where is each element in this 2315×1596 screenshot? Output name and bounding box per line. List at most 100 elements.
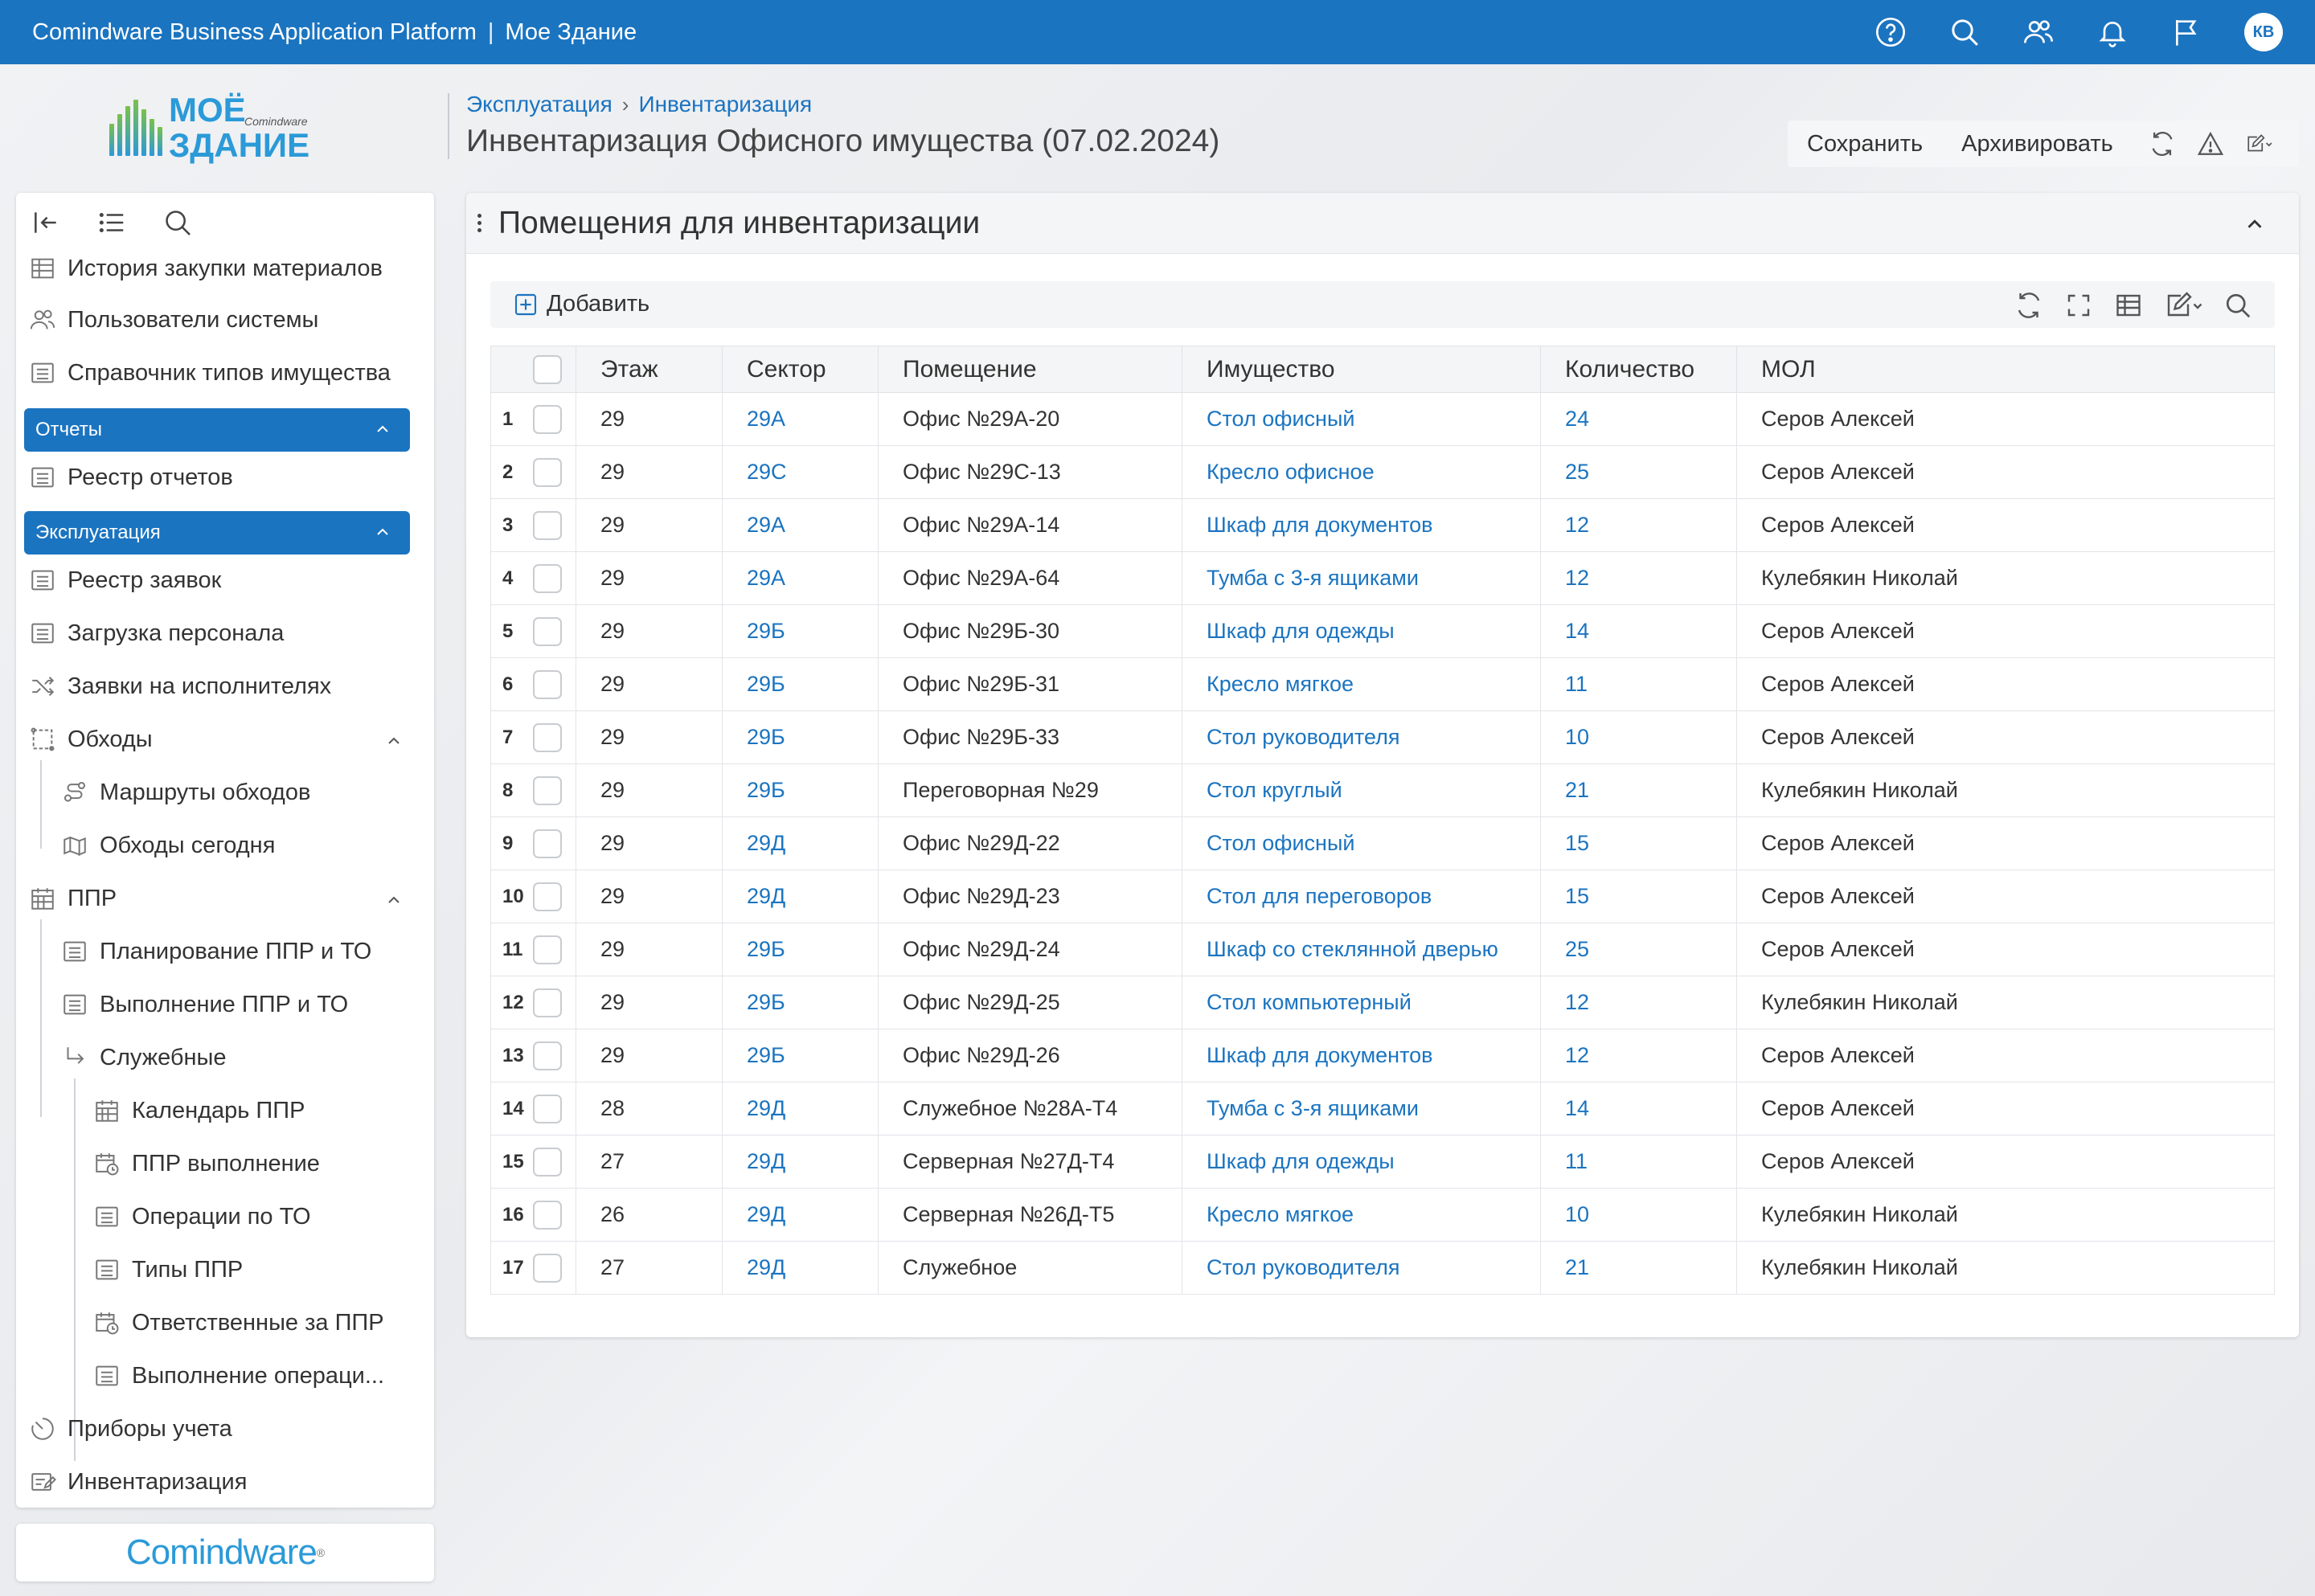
- row-checkbox[interactable]: [532, 1094, 562, 1123]
- cell-quantity[interactable]: 12: [1540, 498, 1737, 552]
- cell-sector[interactable]: 29Д: [722, 816, 879, 870]
- sidebar-item-inventory[interactable]: Инвентаризация: [29, 1463, 247, 1501]
- sidebar-item-operations-execution[interactable]: Выполнение операци...: [93, 1357, 384, 1395]
- row-checkbox[interactable]: [532, 1200, 562, 1230]
- cell-quantity[interactable]: 14: [1540, 1082, 1737, 1136]
- row-checkbox[interactable]: [532, 669, 562, 699]
- cell-quantity[interactable]: 15: [1540, 870, 1737, 923]
- cell-sector[interactable]: 29А: [722, 551, 879, 605]
- cell-sector[interactable]: 29Д: [722, 1241, 879, 1295]
- cell-asset[interactable]: Шкаф для документов: [1182, 1029, 1541, 1082]
- workspace-name[interactable]: Мое Здание: [505, 18, 637, 45]
- breadcrumb-item-inventory[interactable]: Инвентаризация: [638, 92, 813, 117]
- refresh-icon[interactable]: [2014, 291, 2043, 320]
- drag-handle-icon[interactable]: [477, 214, 482, 235]
- cell-sector[interactable]: 29А: [722, 498, 879, 552]
- row-checkbox[interactable]: [532, 1147, 562, 1177]
- row-checkbox[interactable]: [532, 935, 562, 964]
- table-row[interactable]: 9 29 29Д Офис №29Д-22 Стол офисный 15 Серов Ал…: [490, 816, 2275, 870]
- cell-quantity[interactable]: 21: [1540, 1241, 1737, 1295]
- column-header-floor[interactable]: Этаж: [576, 346, 723, 393]
- edit-dropdown-icon[interactable]: [2164, 291, 2202, 320]
- users-icon[interactable]: [2022, 16, 2055, 48]
- column-header-quantity[interactable]: Количество: [1540, 346, 1737, 393]
- cell-asset[interactable]: Тумба с 3-я ящиками: [1182, 1082, 1541, 1136]
- sidebar-item-to-operations[interactable]: Операции по ТО: [93, 1197, 311, 1236]
- warning-icon[interactable]: [2197, 130, 2224, 158]
- cell-sector[interactable]: 29Б: [722, 604, 879, 658]
- cell-quantity[interactable]: 25: [1540, 445, 1737, 499]
- cell-asset[interactable]: Кресло мягкое: [1182, 1188, 1541, 1242]
- table-row[interactable]: 17 27 29Д Служебное Стол руководителя 21 Кулеб…: [490, 1241, 2275, 1295]
- chevron-up-icon[interactable]: [373, 419, 392, 439]
- cell-asset[interactable]: Стол офисный: [1182, 392, 1541, 446]
- collapse-sidebar-icon[interactable]: [31, 207, 61, 238]
- sidebar-item-purchase-history[interactable]: История закупки материалов: [29, 249, 383, 288]
- cell-quantity[interactable]: 12: [1540, 551, 1737, 605]
- table-row[interactable]: 1 29 29А Офис №29А-20 Стол офисный 24 Серов Ал…: [490, 392, 2275, 446]
- cell-quantity[interactable]: 11: [1540, 657, 1737, 711]
- table-row[interactable]: 16 26 29Д Серверная №26Д-Т5 Кресло мягкое 10 К…: [490, 1188, 2275, 1242]
- cell-sector[interactable]: 29Д: [722, 1082, 879, 1136]
- cell-sector[interactable]: 29Б: [722, 763, 879, 817]
- table-row[interactable]: 7 29 29Б Офис №29Б-33 Стол руководителя 10 Сер…: [490, 710, 2275, 764]
- sidebar-item-ppr-done[interactable]: ППР выполнение: [93, 1144, 320, 1183]
- row-checkbox[interactable]: [532, 616, 562, 646]
- sidebar-group-reports[interactable]: Отчеты: [24, 408, 410, 452]
- row-checkbox[interactable]: [532, 829, 562, 858]
- row-checkbox[interactable]: [532, 988, 562, 1017]
- cell-asset[interactable]: Стол для переговоров: [1182, 870, 1541, 923]
- cell-quantity[interactable]: 12: [1540, 976, 1737, 1029]
- add-button[interactable]: Добавить: [513, 291, 649, 317]
- row-checkbox[interactable]: [532, 1041, 562, 1070]
- table-row[interactable]: 12 29 29Б Офис №29Д-25 Стол компьютерный 12 Ку…: [490, 976, 2275, 1029]
- search-icon[interactable]: [1948, 16, 1981, 48]
- table-row[interactable]: 15 27 29Д Серверная №27Д-Т4 Шкаф для одежды 1…: [490, 1135, 2275, 1189]
- cell-sector[interactable]: 29Д: [722, 1188, 879, 1242]
- sidebar-item-rounds-today[interactable]: Обходы сегодня: [61, 826, 275, 865]
- row-checkbox[interactable]: [532, 510, 562, 540]
- table-row[interactable]: 13 29 29Б Офис №29Д-26 Шкаф для документов 12…: [490, 1029, 2275, 1082]
- refresh-icon[interactable]: [2149, 130, 2176, 158]
- select-all-checkbox[interactable]: [532, 354, 562, 384]
- archive-button[interactable]: Архивировать: [1961, 130, 2113, 157]
- sidebar-item-ppr-responsible[interactable]: Ответственные за ППР: [93, 1303, 384, 1342]
- table-row[interactable]: 2 29 29С Офис №29С-13 Кресло офисное 25 Серов …: [490, 445, 2275, 499]
- fullscreen-icon[interactable]: [2064, 291, 2093, 320]
- cell-asset[interactable]: Шкаф для одежды: [1182, 1135, 1541, 1189]
- chevron-up-icon[interactable]: [384, 890, 404, 910]
- sidebar-item-asset-types[interactable]: Справочник типов имущества: [29, 354, 391, 392]
- chevron-up-icon[interactable]: [2243, 212, 2267, 236]
- table-row[interactable]: 10 29 29Д Офис №29Д-23 Стол для переговоров 1…: [490, 870, 2275, 923]
- cell-sector[interactable]: 29Д: [722, 870, 879, 923]
- comindware-logo[interactable]: Comindware ®: [16, 1524, 434, 1582]
- sidebar-item-requests[interactable]: Реестр заявок: [29, 561, 221, 600]
- cell-quantity[interactable]: 14: [1540, 604, 1737, 658]
- cell-quantity[interactable]: 10: [1540, 1188, 1737, 1242]
- row-checkbox[interactable]: [532, 404, 562, 434]
- cell-asset[interactable]: Тумба с 3-я ящиками: [1182, 551, 1541, 605]
- list-view-icon[interactable]: [96, 207, 127, 238]
- sidebar-item-assigned-requests[interactable]: Заявки на исполнителях: [29, 667, 331, 706]
- save-button[interactable]: Сохранить: [1807, 130, 1924, 157]
- column-header-sector[interactable]: Сектор: [722, 346, 879, 393]
- table-row[interactable]: 11 29 29Б Офис №29Д-24 Шкаф со стеклянной дв…: [490, 923, 2275, 976]
- cell-quantity[interactable]: 25: [1540, 923, 1737, 976]
- cell-asset[interactable]: Кресло мягкое: [1182, 657, 1541, 711]
- sidebar-item-ppr-execution[interactable]: Выполнение ППР и ТО: [61, 985, 348, 1024]
- sidebar-item-meters[interactable]: Приборы учета: [29, 1410, 232, 1448]
- chevron-up-icon[interactable]: [373, 522, 392, 542]
- row-checkbox[interactable]: [532, 722, 562, 752]
- sidebar-item-ppr[interactable]: ППР: [29, 879, 117, 918]
- cell-quantity[interactable]: 21: [1540, 763, 1737, 817]
- sidebar-item-ppr-planning[interactable]: Планирование ППР и ТО: [61, 932, 371, 971]
- cell-sector[interactable]: 29Д: [722, 1135, 879, 1189]
- column-header-asset[interactable]: Имущество: [1182, 346, 1541, 393]
- cell-quantity[interactable]: 10: [1540, 710, 1737, 764]
- cell-asset[interactable]: Стол компьютерный: [1182, 976, 1541, 1029]
- table-settings-icon[interactable]: [2114, 291, 2143, 320]
- cell-asset[interactable]: Шкаф со стеклянной дверью: [1182, 923, 1541, 976]
- help-icon[interactable]: [1875, 16, 1907, 48]
- cell-quantity[interactable]: 12: [1540, 1029, 1737, 1082]
- edit-dropdown-icon[interactable]: [2245, 130, 2272, 158]
